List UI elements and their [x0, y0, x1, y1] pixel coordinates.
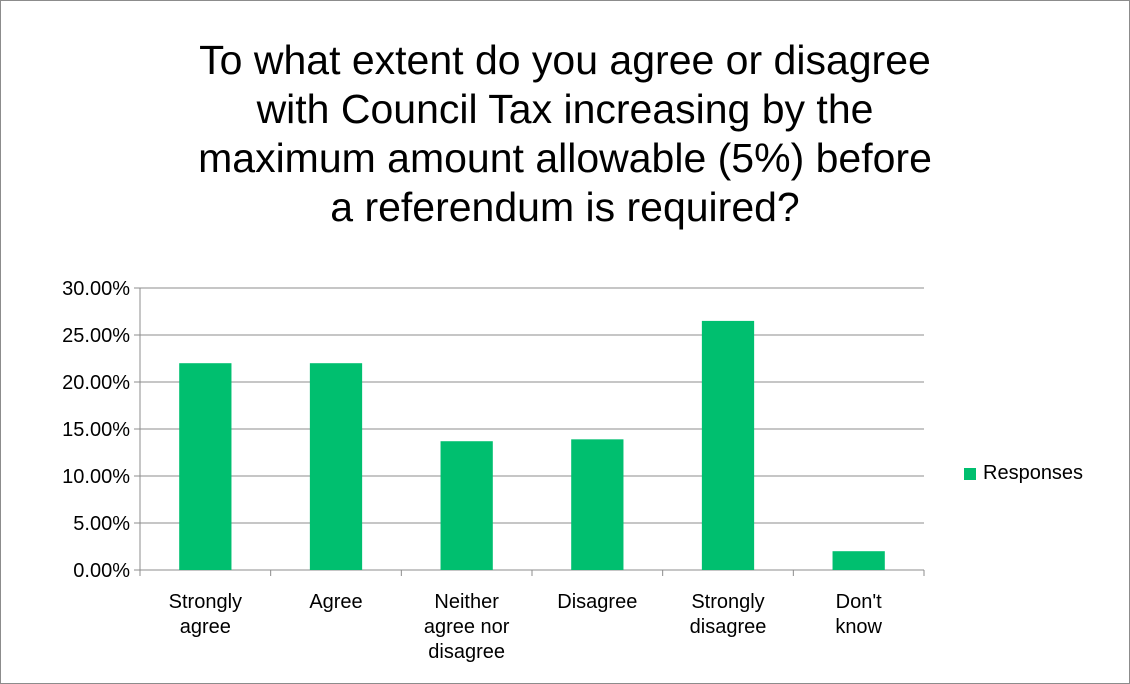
chart-title-line: with Council Tax increasing by the — [256, 86, 874, 132]
legend-label: Responses — [983, 462, 1084, 484]
x-tick-label-line: Strongly — [691, 591, 764, 613]
x-tick-label: Don't know — [835, 591, 882, 638]
x-tick-label-line: Strongly — [169, 591, 242, 613]
legend: Responses — [964, 462, 1083, 485]
chart-title-line: maximum amount allowable (5%) before — [198, 135, 932, 181]
x-tick-label: Agree — [309, 591, 362, 613]
x-tick-label-line: disagree — [428, 641, 505, 663]
x-tick-label: Disagree — [557, 591, 637, 613]
bar — [440, 441, 493, 570]
x-tick-label: Strongly agree — [169, 591, 242, 638]
x-tick-label-line: Don't — [836, 591, 883, 613]
chart-title-line: To what extent do you agree or disagree — [199, 37, 931, 83]
chart-title: To what extent do you agree or disagree … — [60, 36, 1070, 232]
bar — [309, 363, 363, 570]
bar — [701, 320, 755, 570]
x-tick-label-line: Disagree — [557, 591, 637, 613]
y-tick-label: 5.00% — [73, 513, 130, 535]
chart-title-line: a referendum is required? — [330, 184, 800, 230]
y-tick-label: 20.00% — [62, 372, 130, 394]
x-tick-label-line: disagree — [690, 616, 767, 638]
x-tick-label-line: Neither — [434, 591, 499, 613]
y-tick-label: 15.00% — [62, 419, 130, 441]
x-tick-label-line: Agree — [309, 591, 362, 613]
y-tick-label: 30.00% — [62, 278, 130, 300]
y-tick-label: 10.00% — [62, 466, 130, 488]
x-tick-label: Strongly disagree — [690, 591, 767, 638]
x-tick-label-line: agree nor — [424, 616, 510, 638]
y-tick-label: 25.00% — [62, 325, 130, 347]
bar — [571, 439, 624, 570]
bar — [832, 551, 885, 570]
x-tick-label: Neither agree nor disagree — [424, 591, 510, 663]
y-tick-label: 0.00% — [73, 560, 130, 582]
x-tick-label-line: agree — [180, 616, 231, 638]
bar — [179, 363, 232, 570]
legend-swatch — [964, 467, 976, 480]
x-tick-label-line: know — [835, 616, 882, 638]
